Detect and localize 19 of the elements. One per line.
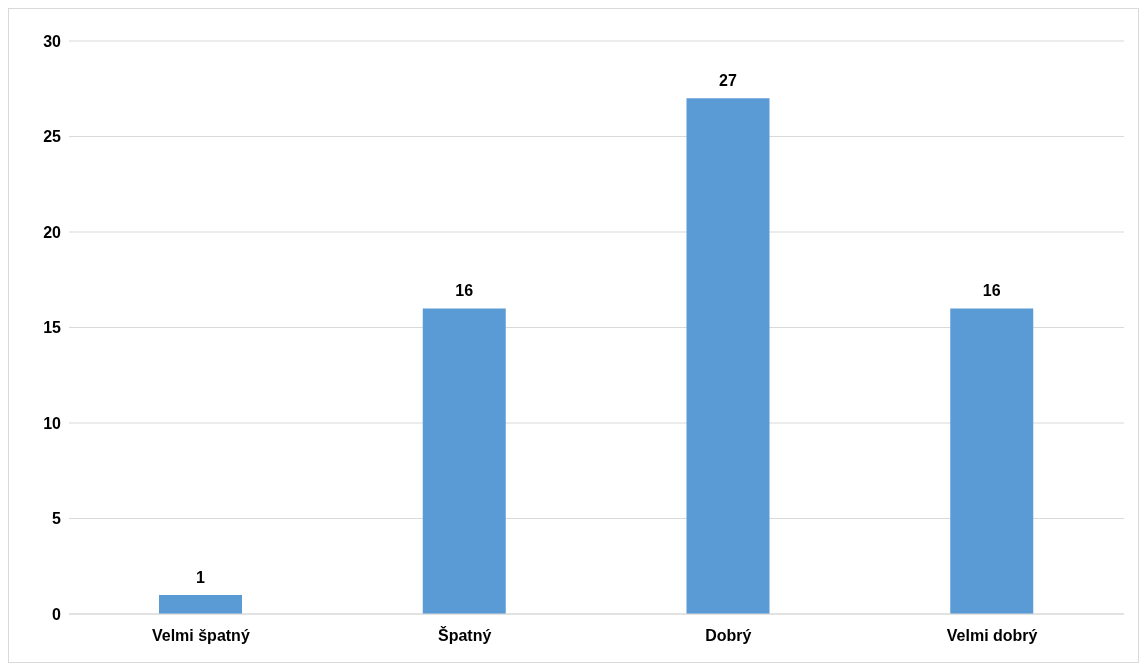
data-label: 1 (196, 568, 206, 586)
y-tick-label: 30 (43, 32, 62, 50)
y-tick-label: 25 (43, 128, 62, 146)
x-tick-label: Dobrý (705, 627, 752, 645)
bar (159, 594, 242, 614)
data-label: 16 (982, 282, 1001, 300)
y-tick-label: 15 (43, 319, 62, 337)
x-tick-label: Špatný (437, 626, 492, 645)
y-tick-label: 10 (43, 414, 62, 432)
bar (422, 308, 506, 614)
bar (686, 98, 770, 614)
x-tick-label: Velmi špatný (151, 627, 250, 645)
y-tick-label: 20 (43, 223, 62, 241)
x-tick-label: Velmi dobrý (946, 627, 1038, 645)
y-tick-label: 5 (52, 510, 62, 528)
bar (950, 308, 1034, 614)
data-label: 16 (455, 282, 474, 300)
y-tick-label: 0 (52, 605, 62, 623)
data-label: 27 (719, 72, 737, 90)
